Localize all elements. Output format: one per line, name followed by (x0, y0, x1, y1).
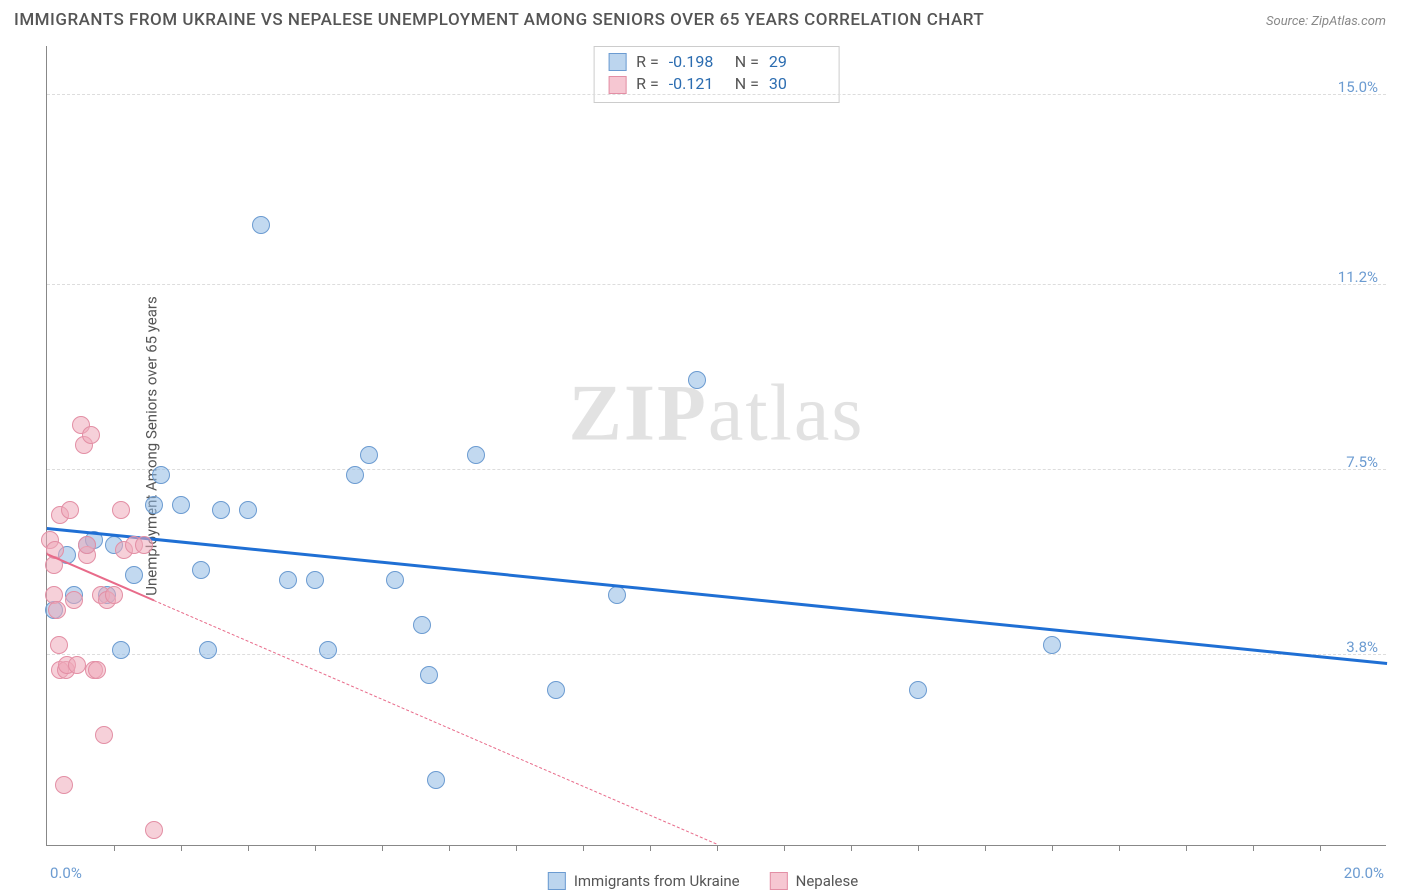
data-point (909, 681, 927, 699)
data-point (212, 501, 230, 519)
x-tick (985, 845, 986, 851)
x-tick (248, 845, 249, 851)
data-point (239, 501, 257, 519)
data-point (68, 656, 86, 674)
r-value: -0.121 (669, 73, 725, 95)
data-point (145, 821, 163, 839)
legend-swatch (608, 76, 626, 94)
x-tick (114, 845, 115, 851)
data-point (88, 661, 106, 679)
x-tick (382, 845, 383, 851)
data-point (346, 466, 364, 484)
x-tick (1052, 845, 1053, 851)
n-value: 29 (769, 51, 825, 73)
data-point (252, 216, 270, 234)
y-tick-label: 3.8% (1346, 638, 1378, 656)
data-point (1043, 636, 1061, 654)
x-tick (583, 845, 584, 851)
legend-swatch (548, 872, 566, 890)
data-point (688, 371, 706, 389)
gridline (47, 284, 1386, 285)
legend-swatch (608, 53, 626, 71)
legend-item: Nepalese (770, 872, 859, 890)
data-point (152, 466, 170, 484)
data-point (82, 426, 100, 444)
data-point (105, 586, 123, 604)
watermark: ZIPatlas (569, 368, 865, 459)
x-tick (181, 845, 182, 851)
gridline (47, 654, 1386, 655)
x-axis-min-label: 0.0% (50, 864, 82, 882)
data-point (467, 446, 485, 464)
data-point (125, 566, 143, 584)
scatter-plot-area: ZIPatlas R = -0.198 N = 29 R = -0.121 N = 30 3.… (46, 46, 1386, 846)
x-tick (784, 845, 785, 851)
legend-label: Immigrants from Ukraine (574, 872, 740, 890)
r-value: -0.198 (669, 51, 725, 73)
legend-label: Nepalese (796, 872, 859, 890)
data-point (50, 636, 68, 654)
data-point (172, 496, 190, 514)
data-point (413, 616, 431, 634)
data-point (547, 681, 565, 699)
data-point (608, 586, 626, 604)
n-label: N = (735, 51, 759, 73)
n-label: N = (735, 73, 759, 95)
data-point (192, 561, 210, 579)
r-label: R = (636, 51, 659, 73)
data-point (386, 571, 404, 589)
x-tick (851, 845, 852, 851)
x-tick (717, 845, 718, 851)
legend-item: Immigrants from Ukraine (548, 872, 740, 890)
x-tick (1186, 845, 1187, 851)
correlation-legend-row: R = -0.121 N = 30 (608, 73, 825, 95)
correlation-legend-row: R = -0.198 N = 29 (608, 51, 825, 73)
x-tick (315, 845, 316, 851)
data-point (65, 591, 83, 609)
data-point (112, 641, 130, 659)
data-point (360, 446, 378, 464)
y-tick-label: 11.2% (1338, 268, 1378, 286)
data-point (145, 496, 163, 514)
y-tick-label: 15.0% (1338, 78, 1378, 96)
series-legend: Immigrants from Ukraine Nepalese (548, 872, 858, 890)
source-attribution: Source: ZipAtlas.com (1266, 14, 1386, 29)
n-value: 30 (769, 73, 825, 95)
x-tick (650, 845, 651, 851)
x-tick (516, 845, 517, 851)
data-point (78, 536, 96, 554)
data-point (427, 771, 445, 789)
gridline (47, 94, 1386, 95)
legend-swatch (770, 872, 788, 890)
data-point (306, 571, 324, 589)
x-tick (1253, 845, 1254, 851)
data-point (95, 726, 113, 744)
data-point (55, 776, 73, 794)
data-point (319, 641, 337, 659)
trend-line (154, 600, 717, 845)
data-point (420, 666, 438, 684)
x-axis-max-label: 20.0% (1344, 864, 1384, 882)
gridline (47, 469, 1386, 470)
data-point (279, 571, 297, 589)
chart-title: IMMIGRANTS FROM UKRAINE VS NEPALESE UNEM… (14, 10, 984, 30)
y-tick-label: 7.5% (1346, 453, 1378, 471)
data-point (199, 641, 217, 659)
x-tick (1119, 845, 1120, 851)
x-tick (1320, 845, 1321, 851)
x-tick (918, 845, 919, 851)
data-point (61, 501, 79, 519)
trend-line (47, 527, 1387, 665)
data-point (135, 536, 153, 554)
x-tick (449, 845, 450, 851)
r-label: R = (636, 73, 659, 95)
data-point (112, 501, 130, 519)
data-point (48, 601, 66, 619)
